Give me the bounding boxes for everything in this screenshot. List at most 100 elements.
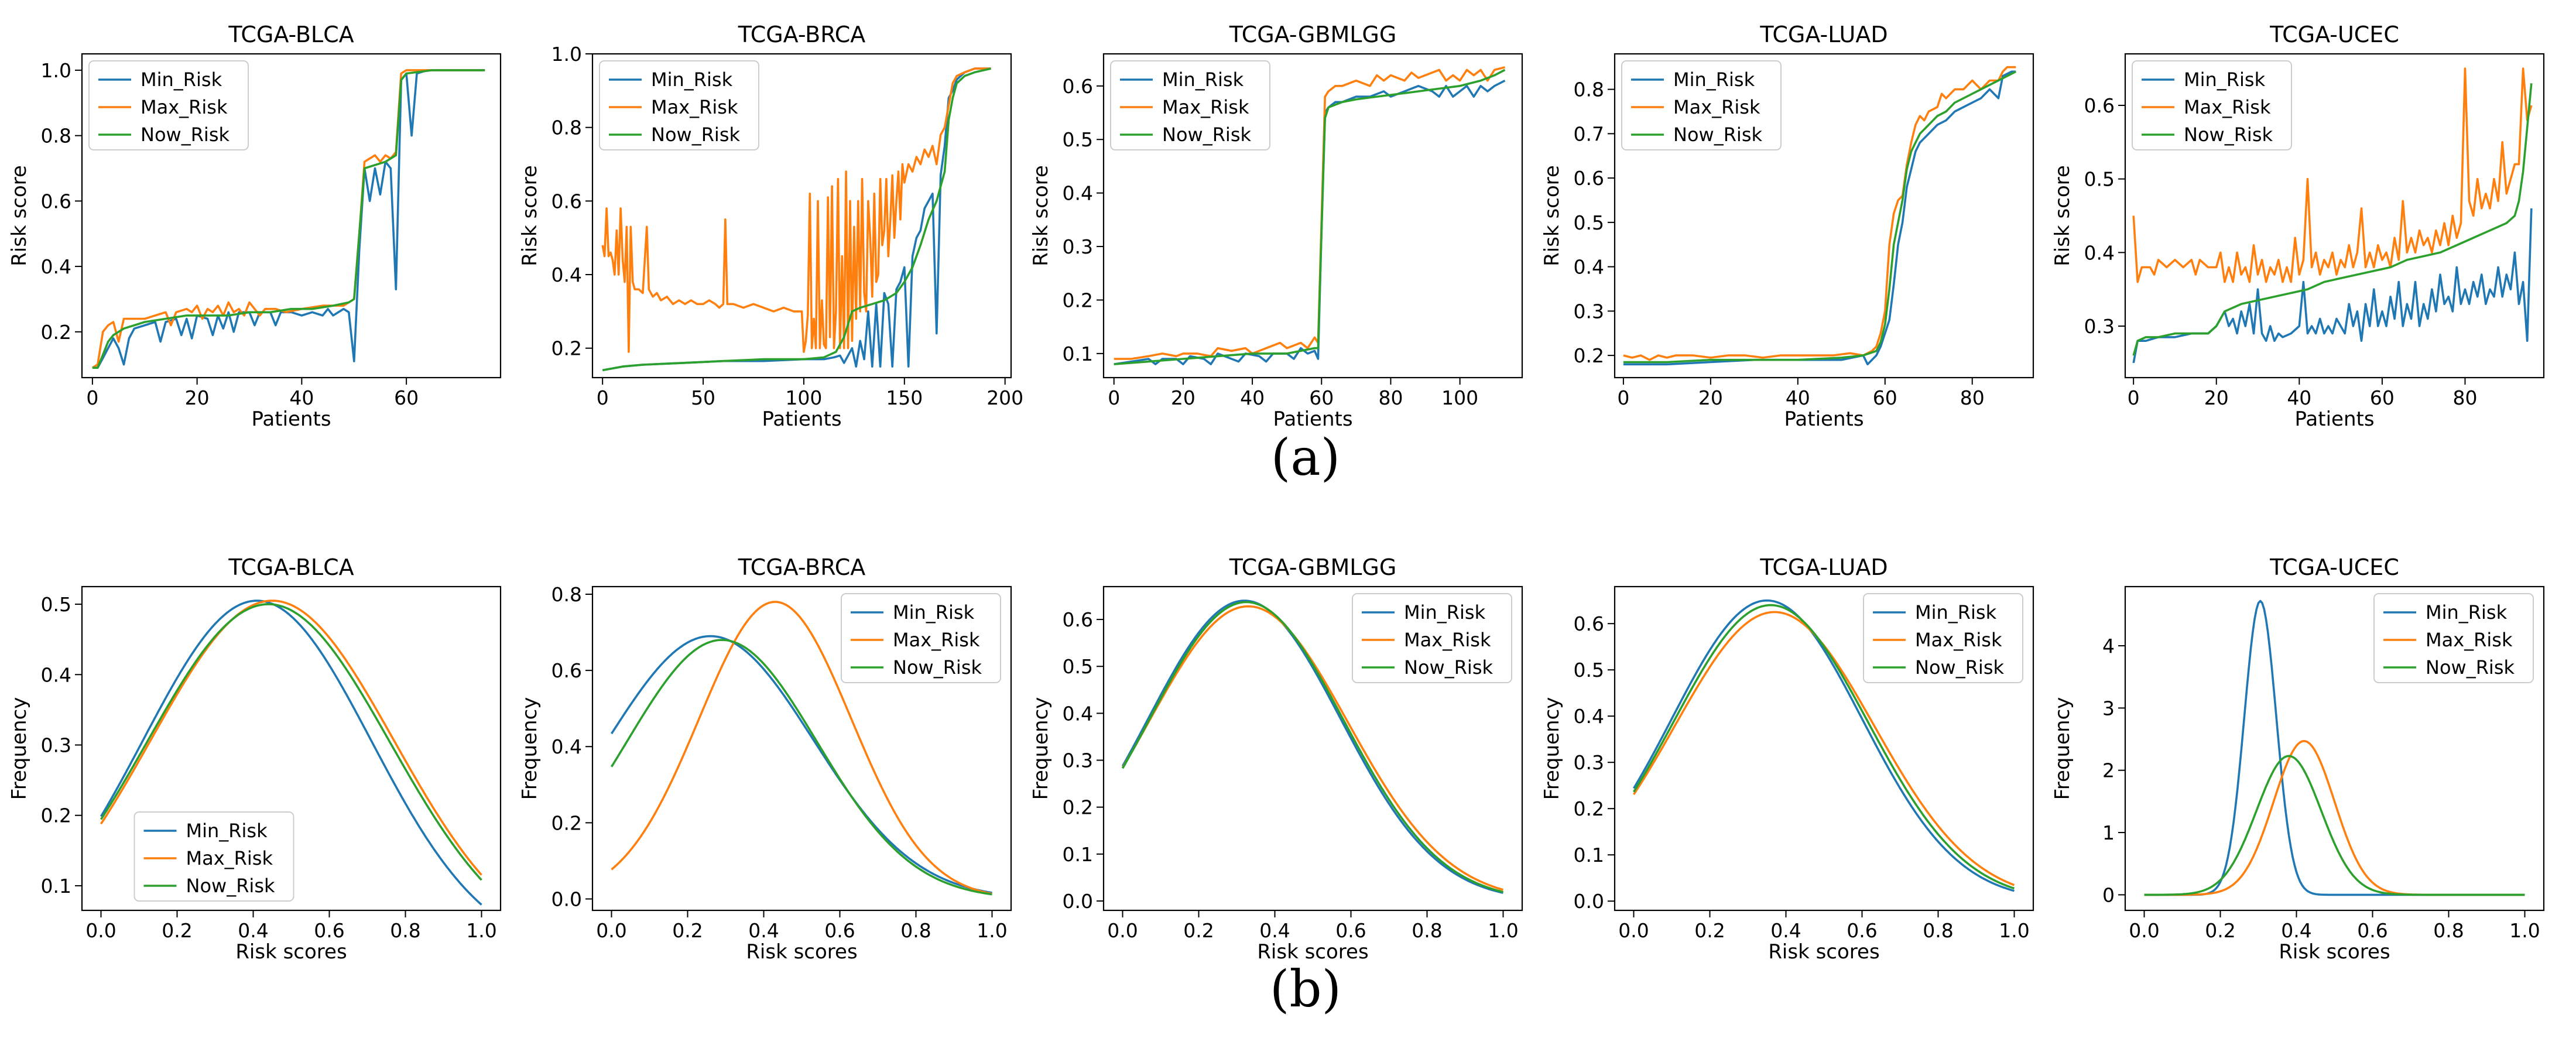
y-tick-label: 0.3: [1574, 300, 1604, 323]
legend-label: Now_Risk: [893, 656, 982, 679]
x-tick-label: 0.2: [1694, 919, 1725, 942]
x-tick-label: 0.6: [1335, 919, 1366, 942]
x-axis-label: Patients: [1273, 407, 1352, 431]
legend-box: [88, 60, 249, 150]
series-line-now-risk: [2144, 755, 2525, 896]
x-tick-label: 0: [1617, 386, 1629, 409]
chart-a4: TCGA-LUAD 0 20 40 60 80 0.2 0.3 0.4 0.5 0.6 0.7 0.8 P…: [1540, 22, 2034, 431]
x-tick-label: 1.0: [977, 919, 1007, 942]
x-tick-label: 40: [2287, 386, 2311, 409]
axes-frame: [591, 53, 1012, 379]
x-tick-label: 20: [2204, 386, 2229, 409]
x-tick-label: 0: [1108, 386, 1120, 409]
legend: Min_Risk Max_Risk Now_Risk: [599, 60, 759, 150]
series-line-now-risk: [1623, 70, 2017, 364]
legend-label: Min_Risk: [1915, 601, 1997, 624]
x-axis-label: Patients: [1784, 407, 1864, 431]
x-axis-label: Risk scores: [746, 940, 857, 964]
legend-box: [133, 811, 294, 902]
y-axis-label: Frequency: [518, 697, 542, 800]
legend-label: Min_Risk: [1162, 68, 1244, 91]
legend-label: Max_Risk: [141, 96, 228, 118]
legend-label: Now_Risk: [1673, 124, 1762, 146]
legend-label: Max_Risk: [2426, 629, 2513, 651]
y-tick-label: 2: [2102, 759, 2115, 782]
y-tick-label: 0.0: [1063, 890, 1093, 913]
x-tick-label: 0.8: [900, 919, 931, 942]
legend-label: Now_Risk: [141, 124, 229, 146]
y-tick-label: 0.8: [551, 117, 582, 139]
y-tick-label: 0.2: [1574, 797, 1604, 820]
y-tick-label: 0.2: [1063, 796, 1093, 819]
x-tick-label: 0.4: [2281, 919, 2311, 942]
legend-label: Now_Risk: [186, 875, 275, 897]
series-group: [601, 67, 992, 372]
series-group: [2144, 599, 2525, 896]
x-tick-label: 40: [1240, 386, 1265, 409]
axes-frame: [1102, 53, 1523, 379]
x-tick-label: 80: [1378, 386, 1403, 409]
series-line-max-risk: [601, 67, 991, 353]
series-line-max-risk: [611, 601, 992, 895]
y-tick-label: 0.4: [551, 263, 582, 286]
axes-frame: [81, 53, 502, 379]
x-tick-label: 1.0: [1488, 919, 1518, 942]
y-tick-label: 0.4: [2084, 241, 2115, 264]
legend: Min_Risk Max_Risk Now_Risk: [88, 60, 249, 150]
y-tick-label: 1.0: [41, 59, 71, 82]
series-line-now-risk: [100, 603, 482, 881]
y-tick-label: 1.0: [551, 43, 582, 66]
y-tick-label: 0.3: [41, 734, 71, 756]
chart-b1: TCGA-BLCA 0.0 0.2 0.4 0.6 0.8 1.0 0.1 0.2 0.3 0.4 0…: [8, 554, 502, 964]
x-tick-label: 0.2: [1183, 919, 1214, 942]
series-line-max-risk: [2132, 67, 2533, 283]
y-tick-label: 0.6: [2084, 94, 2115, 117]
y-tick-label: 0.1: [1574, 844, 1604, 866]
legend-label: Max_Risk: [186, 847, 273, 869]
y-tick-label: 0.5: [2084, 168, 2115, 191]
legend: Min_Risk Max_Risk Now_Risk: [2132, 60, 2292, 150]
y-tick-label: 0.6: [551, 190, 582, 213]
series-line-now-risk: [602, 67, 992, 372]
x-tick-label: 0.8: [1923, 919, 1953, 942]
x-tick-label: 0.0: [1618, 919, 1649, 942]
x-tick-label: 0.0: [2129, 919, 2159, 942]
y-tick-label: 0.6: [1574, 167, 1604, 190]
chart-b4: TCGA-LUAD 0.0 0.2 0.4 0.6 0.8 1.0 0.0 0.1 0.2 0.3 0…: [1540, 554, 2034, 964]
x-tick-label: 0.2: [672, 919, 703, 942]
legend-label: Min_Risk: [651, 68, 733, 91]
x-tick-label: 40: [1786, 386, 1810, 409]
y-tick-label: 0.5: [41, 593, 71, 616]
legend-label: Max_Risk: [1915, 629, 2002, 651]
series-line-min-risk: [2132, 208, 2533, 364]
y-tick-label: 0.4: [1574, 256, 1604, 279]
legend-label: Now_Risk: [1915, 656, 2004, 679]
axes-frame: [591, 585, 1012, 912]
chart-a1: TCGA-BLCA 0 20 40 60 0.2 0.4 0.6 0.8 1.0 Patients R…: [8, 22, 502, 431]
y-tick-label: 0.5: [1063, 655, 1093, 678]
x-tick-label: 0.4: [748, 919, 779, 942]
series-line-max-risk: [2144, 739, 2525, 896]
chart-title: TCGA-BLCA: [228, 22, 354, 47]
y-tick-label: 0.5: [1574, 211, 1604, 234]
series-line-min-risk: [1623, 70, 2016, 366]
x-tick-label: 0.8: [390, 919, 420, 942]
x-tick-label: 0.0: [85, 919, 116, 942]
y-tick-label: 0.4: [1063, 702, 1093, 725]
y-tick-label: 0.4: [41, 663, 71, 686]
series-line-min-risk: [100, 599, 482, 906]
x-axis-label: Risk scores: [1257, 940, 1368, 964]
legend-label: Min_Risk: [141, 68, 222, 91]
x-tick-label: 0.2: [162, 919, 192, 942]
chart-a3: TCGA-GBMLGG 0 20 40 60 80 100 0.1 0.2 0.3 0.4 0.5 0.…: [1029, 22, 1523, 431]
series-line-max-risk: [100, 599, 482, 876]
legend-label: Min_Risk: [2184, 68, 2266, 91]
y-tick-label: 0.5: [1574, 659, 1604, 681]
legend-label: Now_Risk: [651, 124, 740, 146]
x-tick-label: 0.2: [2205, 919, 2235, 942]
y-axis-label: Frequency: [2051, 697, 2074, 800]
x-tick-label: 150: [886, 386, 923, 409]
legend: Min_Risk Max_Risk Now_Risk: [133, 811, 294, 902]
legend-label: Min_Risk: [1673, 68, 1755, 91]
